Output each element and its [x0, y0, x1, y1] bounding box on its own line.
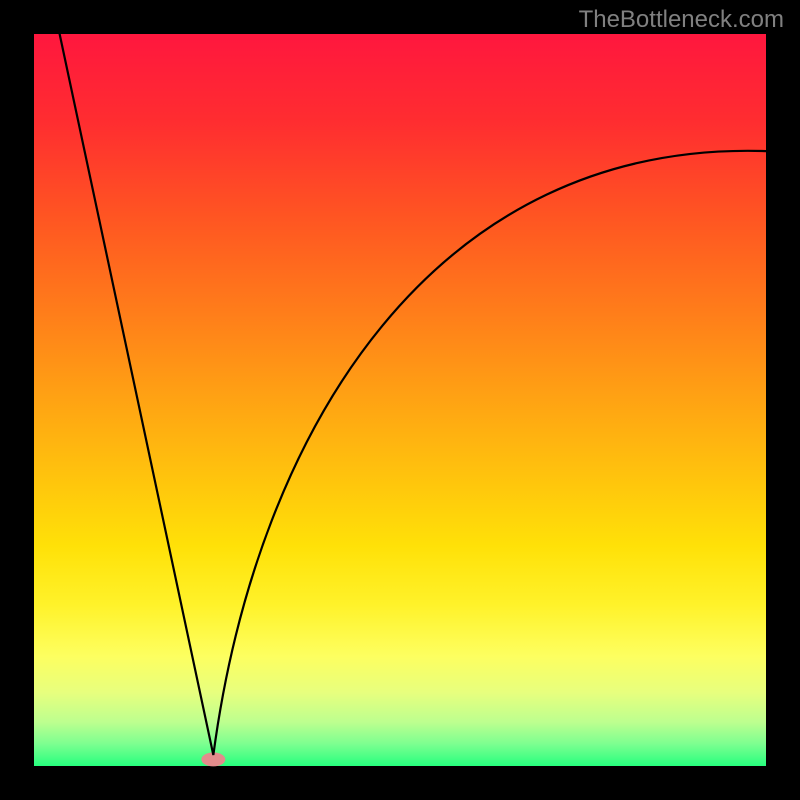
watermark-text: TheBottleneck.com — [579, 6, 784, 34]
bottleneck-chart — [0, 0, 800, 800]
chart-container: TheBottleneck.com — [0, 0, 800, 800]
chart-background — [34, 34, 766, 766]
